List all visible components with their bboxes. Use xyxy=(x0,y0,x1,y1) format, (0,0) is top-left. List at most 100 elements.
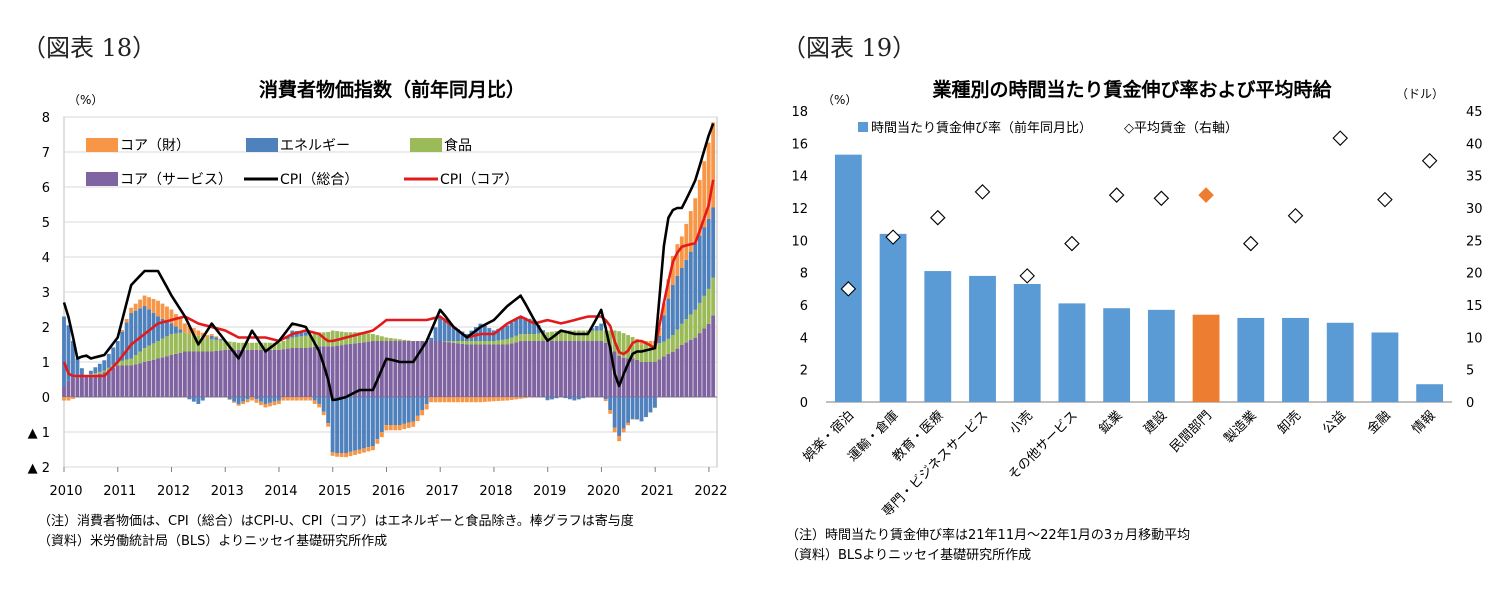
bar-energy xyxy=(115,341,120,363)
avg-wage-marker xyxy=(1377,191,1393,208)
bar-core-services xyxy=(66,380,71,397)
bar-core-goods xyxy=(348,451,353,457)
bar-core-goods xyxy=(326,423,331,427)
bar-food xyxy=(402,339,407,341)
bar-food xyxy=(268,342,272,350)
bar-food xyxy=(232,342,237,350)
cpi-y-unit: （%） xyxy=(68,93,103,107)
bar-core-services xyxy=(214,350,219,397)
bar-core-services xyxy=(142,362,147,397)
bar-energy xyxy=(594,325,599,331)
bar-core-services xyxy=(567,341,572,397)
bar-core-services xyxy=(456,343,460,397)
bar-core-services xyxy=(697,333,702,397)
avg-wage-marker xyxy=(1153,190,1170,207)
bar-core-services xyxy=(438,341,442,397)
bar-food xyxy=(200,336,205,352)
bar-core-services xyxy=(693,337,698,397)
bar-energy xyxy=(603,397,608,400)
bar-core-services xyxy=(209,351,214,397)
bar-energy xyxy=(254,397,259,400)
bar-core-services xyxy=(429,341,434,397)
bar-food xyxy=(276,342,281,350)
bar-core-goods xyxy=(702,161,707,228)
bar-energy xyxy=(675,275,680,330)
bar-core-goods xyxy=(250,397,254,401)
bar-food xyxy=(657,343,662,360)
bar-food xyxy=(473,341,478,345)
bar-core-services xyxy=(71,377,75,397)
bar-food xyxy=(330,330,335,347)
bar-core-goods xyxy=(263,403,268,408)
bar-core-goods xyxy=(366,447,371,452)
bar-food xyxy=(151,343,156,360)
bar-energy xyxy=(147,309,151,346)
bar-food xyxy=(599,330,604,341)
bar-core-services xyxy=(415,341,420,397)
bar-core-goods xyxy=(684,223,689,260)
bar-food xyxy=(317,332,322,347)
cpi-x-tick-label: 2020 xyxy=(587,484,620,499)
bar-core-goods xyxy=(670,255,675,285)
bar-core-services xyxy=(684,342,689,397)
cpi-y-tick-label: ▲ 2 xyxy=(28,461,50,476)
bar-core-services xyxy=(644,362,648,397)
bar-core-goods xyxy=(442,397,447,403)
bar-core-goods xyxy=(370,446,375,451)
bar-core-services xyxy=(236,349,241,397)
bar-food xyxy=(142,348,147,363)
wage-category-label: その他サービス xyxy=(1006,408,1081,483)
bar-core-goods xyxy=(393,425,398,431)
bar-core-services xyxy=(447,342,451,397)
bar-food xyxy=(290,337,295,349)
wage-right-tick-label: 25 xyxy=(1466,234,1483,249)
bar-energy xyxy=(572,397,577,401)
wage-left-tick-label: 12 xyxy=(791,202,808,217)
bar-core-services xyxy=(679,344,684,397)
wage-bar xyxy=(834,154,862,402)
wage-bar xyxy=(1282,317,1309,402)
bar-core-services xyxy=(559,341,563,397)
bar-core-services xyxy=(218,350,223,397)
bar-food xyxy=(236,342,241,350)
bar-core-services xyxy=(241,349,246,397)
bar-energy xyxy=(348,397,353,452)
bar-energy xyxy=(174,326,178,334)
bar-core-services xyxy=(536,341,541,397)
bar-food xyxy=(362,332,366,343)
bar-core-goods xyxy=(469,397,474,403)
bar-core-goods xyxy=(308,397,313,401)
bar-core-goods xyxy=(666,279,671,299)
legend-swatch-energy xyxy=(246,138,278,152)
bar-food xyxy=(442,341,447,342)
bar-core-goods xyxy=(66,397,71,401)
bar-core-goods xyxy=(312,400,317,404)
cpi-y-tick-label: 1 xyxy=(42,356,50,371)
wage-left-tick-label: 18 xyxy=(791,105,808,120)
bar-core-services xyxy=(572,341,577,397)
bar-core-services xyxy=(268,349,272,397)
wage-left-tick-label: 10 xyxy=(791,234,808,249)
bar-energy xyxy=(576,397,581,400)
bar-energy xyxy=(232,397,237,402)
bar-energy xyxy=(505,325,510,340)
bar-food xyxy=(218,340,223,351)
bar-core-services xyxy=(232,349,237,397)
bar-energy xyxy=(670,284,675,335)
bar-core-goods xyxy=(433,397,438,403)
bar-core-services xyxy=(138,363,143,397)
bar-food xyxy=(630,337,635,359)
bar-food xyxy=(254,342,259,350)
bar-energy xyxy=(66,325,71,381)
bar-core-services xyxy=(106,370,111,397)
bar-core-goods xyxy=(160,303,165,319)
wage-bar xyxy=(1416,384,1444,402)
bar-energy xyxy=(523,317,528,334)
bar-core-services xyxy=(657,359,662,397)
bar-core-goods xyxy=(272,401,277,406)
bar-core-services xyxy=(473,344,478,397)
bar-core-services xyxy=(160,357,165,397)
chart19-panel-label: （図表 19） xyxy=(782,34,917,62)
wage-category-label: 専門・ビジネスサービス xyxy=(880,408,992,520)
bar-food xyxy=(554,331,559,341)
